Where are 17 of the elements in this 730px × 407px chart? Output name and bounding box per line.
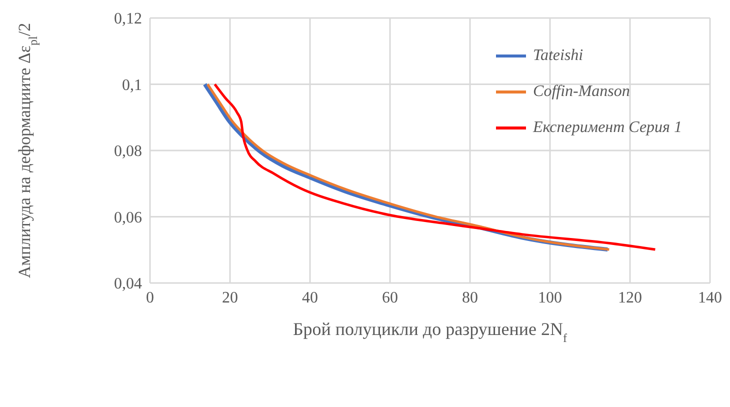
x-tick-label: 120 (618, 289, 642, 306)
legend-label: Tateishi (533, 47, 584, 65)
y-tick-label: 0,08 (114, 143, 142, 160)
y-tick-label: 0,1 (122, 76, 142, 94)
legend-label: Coffin-Manson (533, 83, 630, 101)
x-tick-label: 60 (382, 289, 398, 306)
y-tick-label: 0,12 (114, 10, 142, 28)
x-tick-label: 40 (302, 289, 318, 306)
y-tick-label: 0,04 (114, 276, 142, 293)
x-tick-label: 0 (146, 289, 154, 306)
x-tick-label: 140 (698, 289, 722, 306)
x-axis-title: Брой полуцикли до разрушение 2N$_{f}$ (292, 319, 568, 345)
legend-label: Експеримент Серия 1 (533, 119, 682, 137)
y-tick-label: 0,06 (114, 209, 142, 226)
x-tick-label: 20 (222, 289, 238, 306)
x-tick-label: 80 (462, 289, 478, 306)
x-tick-label: 100 (538, 289, 562, 306)
